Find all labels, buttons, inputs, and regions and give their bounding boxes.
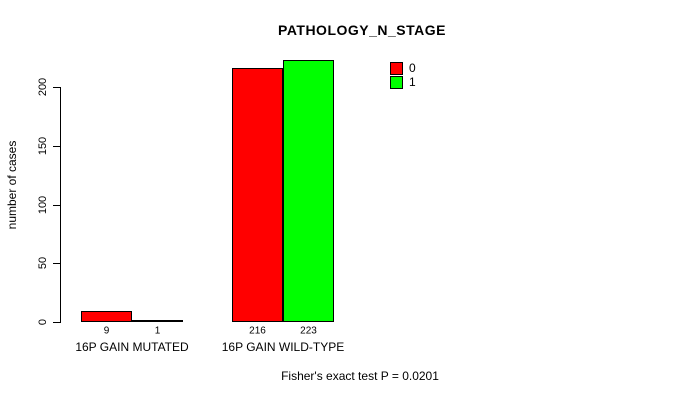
bar-0-0 [81,311,132,322]
y-tick-mark [53,87,60,88]
legend-item-1: 1 [390,75,416,89]
legend-item-0: 0 [390,61,416,75]
legend-label-1: 1 [409,75,416,89]
bar-value-label: 216 [249,325,266,337]
bar-value-label: 223 [300,325,317,337]
y-tick-mark [53,146,60,147]
bar-0-1 [232,68,283,322]
bar-1-1 [283,60,334,322]
y-tick-mark [53,322,60,323]
footnote-fisher-test: Fisher's exact test P = 0.0201 [281,369,439,383]
y-axis-label: number of cases [5,140,19,230]
y-tick-label: 100 [37,195,49,215]
legend-swatch-green [390,75,403,89]
x-category-label: 16P GAIN MUTATED [75,340,189,354]
legend-label-0: 0 [409,61,416,75]
y-tick-label: 200 [37,77,49,97]
y-tick-label: 50 [37,256,49,270]
x-category-label: 16P GAIN WILD-TYPE [221,340,345,354]
y-tick-mark [53,205,60,206]
bar-value-label: 1 [154,325,161,337]
bar-value-label: 9 [103,325,110,337]
legend-swatch-red [390,61,403,75]
legend: 0 1 [390,61,416,89]
y-tick-label: 150 [37,136,49,156]
chart-title: PATHOLOGY_N_STAGE [278,22,446,38]
y-tick-mark [53,263,60,264]
y-axis-line [60,87,61,323]
y-tick-label: 0 [37,318,49,326]
bar-1-0 [132,320,183,322]
